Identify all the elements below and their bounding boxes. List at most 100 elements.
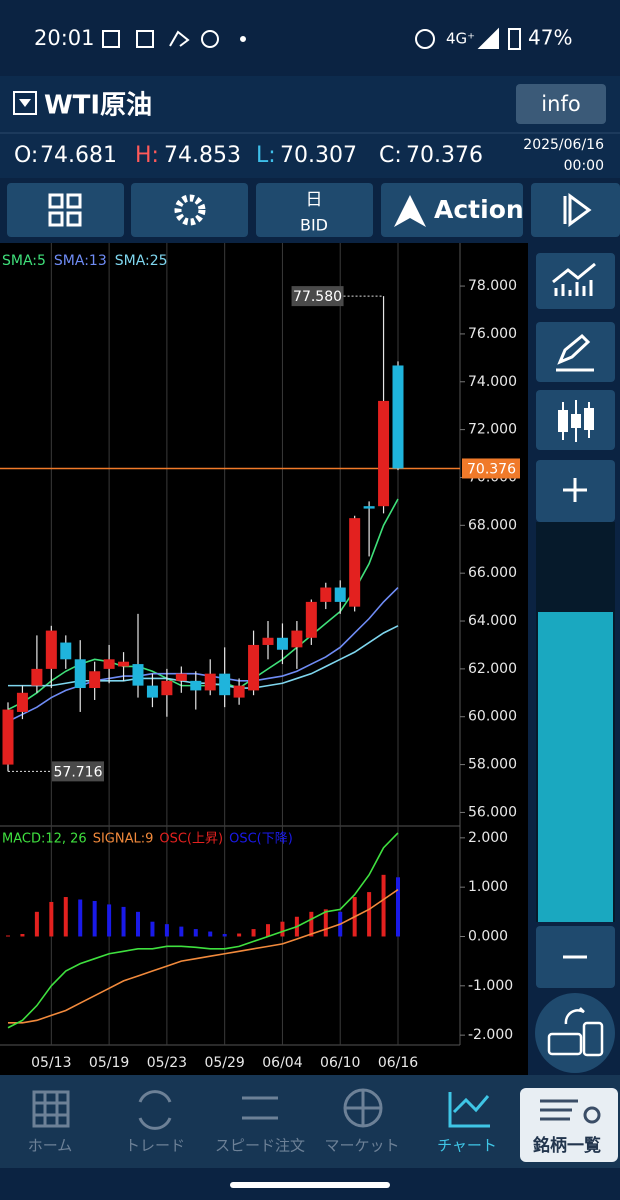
osc-bar [396,877,400,937]
gear-hole [185,205,195,215]
nav-label[interactable]: トレード [125,1137,185,1155]
candle-body [146,685,158,698]
period-label[interactable]: 日 [306,190,323,210]
ohlc-h: 74.853 [164,143,241,168]
high-marker-box [291,286,344,307]
y-tick-label: 74.000 [468,374,517,390]
price-type-label[interactable]: BID [300,216,328,235]
low-marker-box [52,761,104,782]
home-indicator [230,1182,390,1188]
candle-body [204,673,216,691]
current-price-label: 70.376 [467,461,516,477]
ohlc-c-label: C: [379,143,402,168]
candle-body [233,685,245,698]
status-network: 4G⁺ [446,30,475,48]
status-icons [102,27,521,50]
nav-label[interactable]: 銘柄一覧 [533,1135,601,1156]
sma-line [7,498,399,711]
macd-legend-entry: SIGNAL:9 [93,832,154,847]
nav-label[interactable]: スピード注文 [215,1137,305,1155]
ohlc-l: 70.307 [280,143,357,168]
action-icon [394,195,426,227]
y-tick-label: 58.000 [468,757,517,773]
action-button[interactable] [381,183,523,237]
osc-bar [381,874,386,937]
candle-body [276,637,288,650]
osc-bar [6,935,10,937]
osc-bar [208,931,213,937]
osc-bar [150,921,155,937]
indicator-button[interactable] [536,253,615,309]
osc-bar [251,929,256,937]
x-tick-label: 05/29 [204,1055,244,1071]
nav-label[interactable]: ホーム [28,1137,73,1155]
period-button[interactable] [256,183,373,237]
osc-bar [237,933,242,937]
candle-body [161,680,173,696]
candle-icon [558,408,594,432]
grid-icon [48,193,82,227]
osc-bar [193,929,198,937]
macd-line [7,832,399,1029]
status-time: 20:01 [34,26,95,50]
candle-body [305,601,317,638]
osc-bar [323,909,328,937]
y-tick-label: 64.000 [468,613,517,629]
sma-line [8,625,399,689]
candle-body [349,518,361,607]
osc-bar [179,926,184,937]
nav-label[interactable]: マーケット [324,1137,399,1155]
legend-entry: SMA:25 [115,253,168,269]
osc-bar [20,934,25,937]
osc-bar [266,924,270,937]
osc-bar [222,934,227,937]
candle-body [89,671,101,689]
layout-button[interactable] [7,183,124,237]
sma-line [7,586,399,723]
nav-active-card [520,1088,618,1162]
candle-body [175,673,187,681]
dropdown-arrow [19,99,31,107]
candle-body [45,630,57,669]
ohlc-l-label: L: [256,143,276,168]
candle-body [291,630,303,648]
plot: 05/13 05/19 05/23 05/29 06/04 06/10 06/16 56.00… [0,243,520,1071]
macd-legend-entry: MACD:12, 26 [2,832,87,847]
next-button[interactable] [531,183,620,237]
zoom-slider-fill [538,612,613,922]
x-tick-label: 05/19 [89,1055,129,1071]
bottom-nav [0,1075,620,1168]
y-tick-label: 72.000 [468,422,517,438]
candle-body [219,673,231,696]
y-tick-label: 62.000 [468,661,517,677]
candle-body [118,661,130,667]
ohlc-o-label: O: [14,143,38,168]
info-label[interactable]: info [541,92,580,116]
symbol-name[interactable]: WTI原油 [44,91,152,121]
action-label[interactable]: Action [434,195,524,224]
candle-body [378,400,390,507]
candle-body [103,659,115,669]
osc-bar [78,899,83,937]
osc-bar [121,906,126,937]
macd-y-tick-label: -1.000 [468,978,513,994]
signal-line [8,888,399,1024]
macd-y-tick-label: 0.000 [468,928,508,944]
candle-body [132,664,144,686]
nav-label[interactable]: チャート [437,1137,497,1155]
macd-legend-entry: OSC(上昇) [159,832,223,847]
y-tick-label: 56.000 [468,804,517,820]
y-tick-label: 68.000 [468,517,517,533]
macd-legend-entry: OSC(下降) [229,832,293,847]
osc-bar [367,892,372,937]
dropdown-icon[interactable] [13,91,37,115]
candle-body [262,637,274,645]
osc-bar [280,921,285,937]
info-button[interactable] [516,84,606,124]
plus-icon [563,478,587,502]
x-tick-label: 06/16 [378,1055,418,1071]
status-battery: 47% [528,26,572,50]
osc-bar [309,911,314,937]
